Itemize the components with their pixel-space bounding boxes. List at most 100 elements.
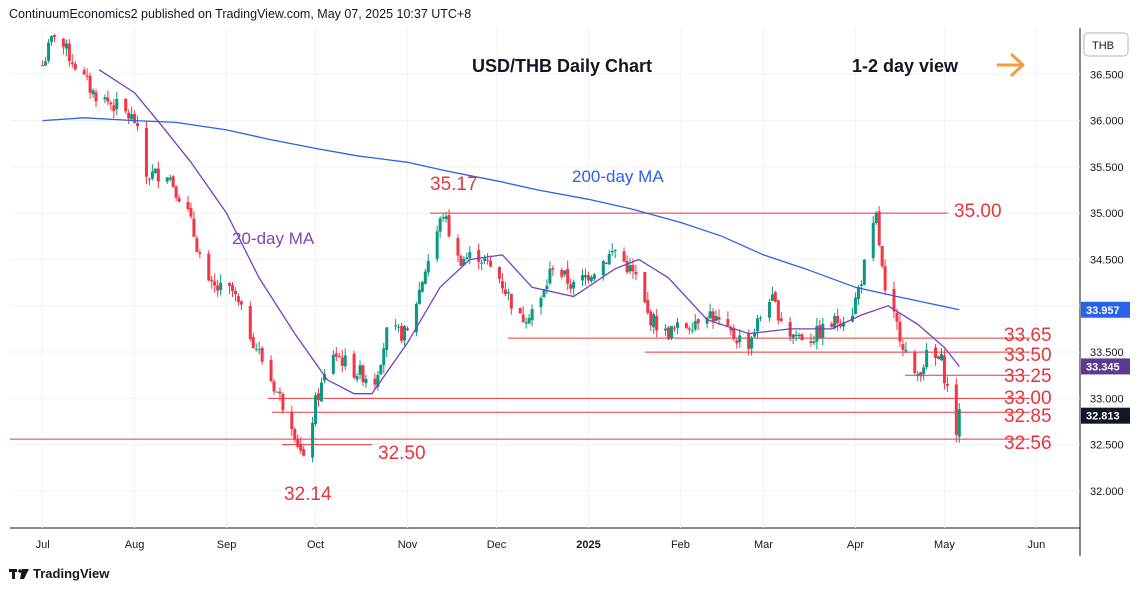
- currency-box[interactable]: [1083, 32, 1129, 57]
- footer-brand-label: TradingView: [33, 566, 110, 581]
- candle: [195, 235, 199, 253]
- candle: [800, 333, 804, 341]
- candle: [883, 259, 887, 296]
- time-tick-label: Jun: [1028, 539, 1046, 551]
- candle: [815, 317, 819, 350]
- current-value-text: 33.345: [1086, 361, 1120, 373]
- candle: [874, 211, 878, 225]
- price-axis-ticks: 36.50036.00035.50035.00034.50034.00033.5…: [1090, 69, 1124, 498]
- candle: [880, 245, 884, 269]
- candle: [545, 279, 549, 294]
- time-tick-label: 2025: [576, 539, 600, 551]
- candle: [717, 309, 721, 326]
- candle: [581, 268, 585, 287]
- candle: [314, 392, 318, 427]
- candle: [61, 38, 65, 55]
- footer-brand[interactable]: TradingView: [9, 566, 109, 581]
- candle: [257, 341, 261, 355]
- candle: [64, 39, 68, 57]
- candle: [634, 264, 638, 281]
- candle: [530, 304, 534, 327]
- candle: [942, 349, 946, 390]
- candle: [334, 347, 338, 361]
- candle: [272, 379, 276, 395]
- candle: [652, 312, 656, 335]
- candle: [153, 168, 157, 174]
- candle: [340, 349, 344, 373]
- candle: [174, 185, 178, 202]
- candle: [649, 309, 653, 332]
- level-label: 32.14: [284, 484, 332, 505]
- candle: [230, 281, 234, 298]
- candle: [420, 280, 424, 293]
- candle: [423, 268, 427, 285]
- candle: [462, 256, 466, 266]
- candle: [171, 175, 175, 189]
- candle: [213, 273, 217, 293]
- time-tick-label: Mar: [754, 539, 773, 551]
- candle: [937, 356, 941, 360]
- candle: [738, 329, 742, 348]
- candle: [957, 403, 961, 443]
- candle: [444, 212, 448, 223]
- candle: [376, 370, 380, 391]
- candle: [299, 437, 303, 454]
- candle: [85, 68, 89, 81]
- candle: [486, 253, 490, 265]
- candle: [566, 260, 570, 291]
- candle: [954, 378, 958, 443]
- candle: [607, 249, 611, 265]
- current-value-price: 32.813: [1081, 407, 1130, 424]
- candle: [198, 249, 202, 259]
- candle: [302, 445, 306, 457]
- candle: [726, 311, 730, 328]
- candle: [109, 100, 113, 111]
- time-tick-label: Nov: [398, 539, 418, 551]
- price-tick-label: 35.000: [1090, 208, 1124, 220]
- candle: [759, 315, 763, 322]
- candle: [127, 109, 131, 125]
- candle: [732, 324, 736, 342]
- candle: [714, 310, 718, 322]
- candle: [836, 308, 840, 332]
- candle: [186, 195, 190, 212]
- candle: [939, 347, 943, 362]
- candle: [877, 206, 881, 247]
- candle: [319, 377, 323, 403]
- candle: [687, 326, 691, 335]
- candle: [385, 327, 389, 357]
- chart-subtitle: 1-2 day view: [852, 56, 959, 76]
- tradingview-logo-icon: [9, 568, 29, 579]
- candle: [115, 91, 119, 116]
- candle: [628, 257, 632, 275]
- candle: [779, 312, 783, 322]
- candle: [254, 343, 258, 352]
- candle: [830, 321, 834, 328]
- level-lines: [10, 212, 1030, 446]
- candle: [521, 306, 525, 323]
- candle: [655, 308, 659, 338]
- candle: [382, 342, 386, 374]
- candle: [331, 350, 335, 375]
- candle: [945, 376, 949, 393]
- candle: [672, 325, 676, 332]
- candle: [355, 373, 359, 383]
- candle: [207, 250, 211, 282]
- candle: [919, 371, 923, 382]
- candle: [406, 326, 410, 332]
- candle: [708, 303, 712, 320]
- candle: [916, 371, 920, 382]
- candle: [281, 392, 285, 414]
- candle: [441, 213, 445, 222]
- time-tick-label: Apr: [847, 539, 864, 551]
- candle: [586, 271, 590, 284]
- candle: [904, 341, 908, 354]
- ma20-line: [98, 69, 960, 395]
- candle: [156, 161, 160, 189]
- ma20-label: 20-day MA: [232, 229, 315, 248]
- candle: [233, 287, 237, 302]
- candle: [643, 272, 647, 304]
- candle: [311, 416, 315, 463]
